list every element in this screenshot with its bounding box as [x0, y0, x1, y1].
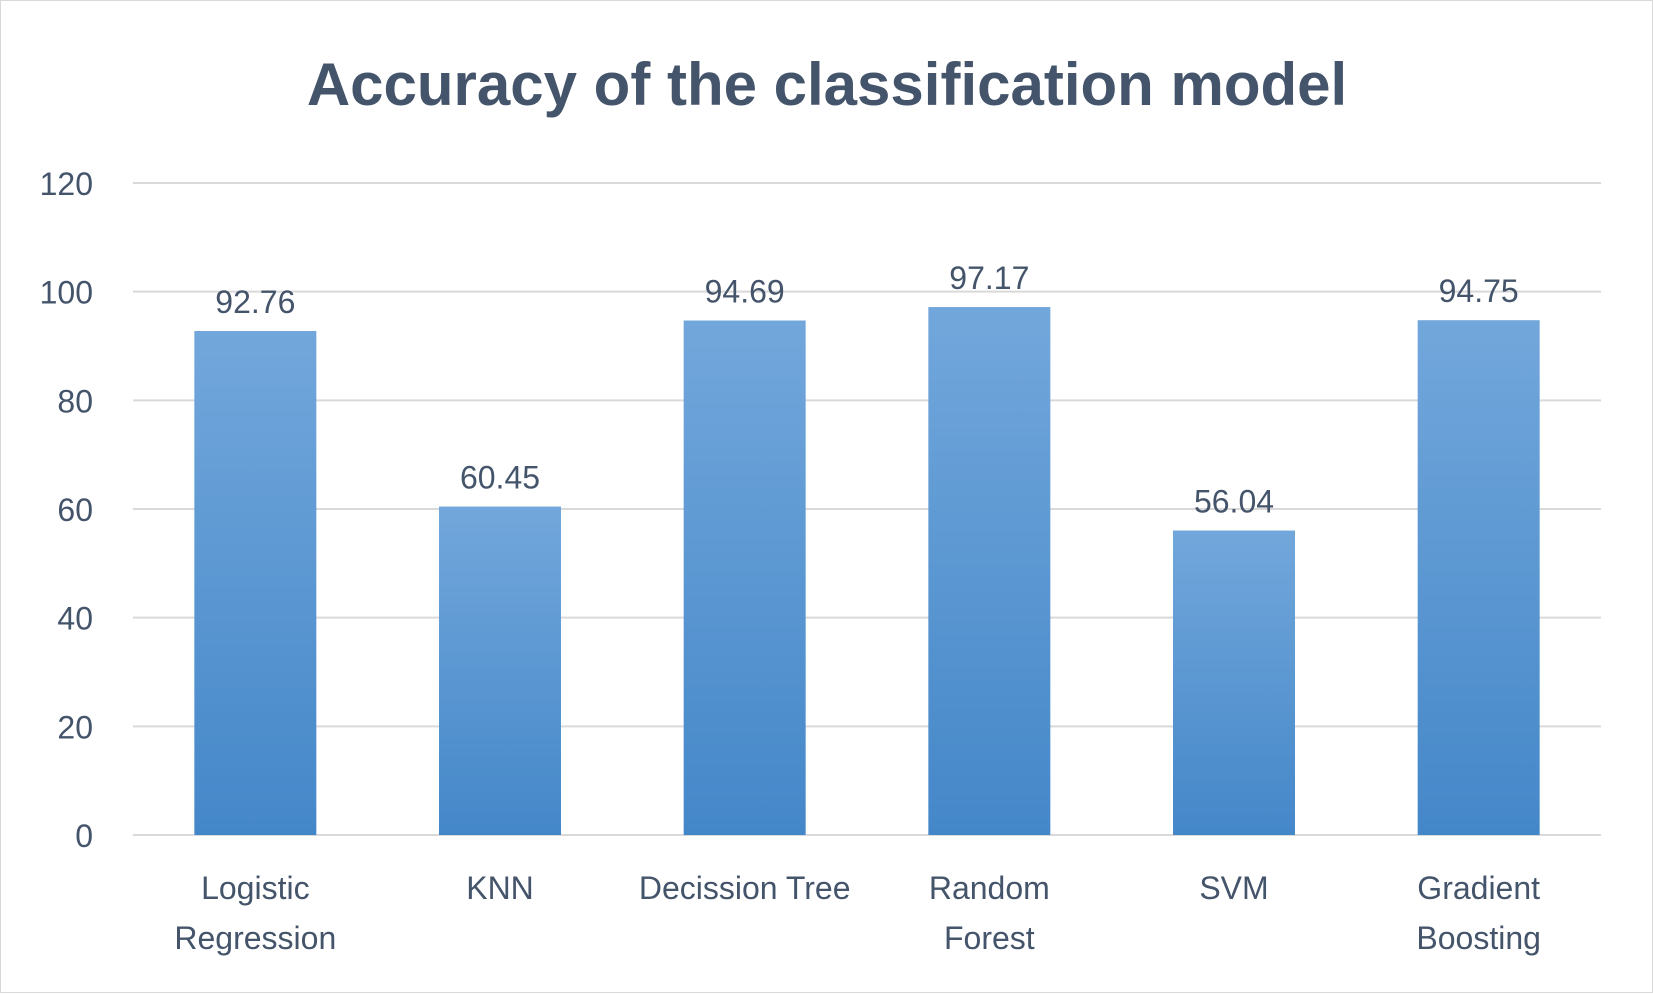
y-tick-label: 120	[40, 166, 93, 202]
y-axis-ticks: 0 20 40 60 80 100 120	[40, 166, 93, 854]
category-label: Regression	[174, 920, 336, 956]
chart-title: Accuracy of the classification model	[307, 51, 1347, 118]
bar	[194, 331, 317, 835]
gridlines	[133, 182, 1601, 836]
y-tick-label: 0	[75, 818, 93, 854]
category-label: Boosting	[1416, 920, 1541, 956]
category-label: Gradient	[1417, 870, 1540, 906]
category-label: KNN	[466, 870, 534, 906]
y-tick-label: 80	[57, 383, 93, 419]
data-label: 97.17	[949, 260, 1029, 296]
category-label: SVM	[1199, 870, 1268, 906]
bar	[928, 307, 1051, 836]
bar	[439, 506, 561, 835]
y-tick-label: 40	[57, 601, 93, 637]
category-label: Forest	[944, 920, 1035, 956]
bar	[1417, 320, 1540, 836]
data-label: 94.69	[705, 274, 785, 310]
data-label: 92.76	[215, 284, 295, 320]
category-label: Decission Tree	[639, 870, 851, 906]
data-labels: 92.76 60.45 94.69 97.17 56.04 94.75	[215, 260, 1518, 519]
bar	[683, 320, 806, 835]
category-label: Logistic	[201, 870, 310, 906]
bar	[1173, 530, 1295, 835]
data-label: 94.75	[1439, 273, 1519, 309]
y-tick-label: 20	[57, 709, 93, 745]
category-label: Random	[929, 870, 1050, 906]
x-axis-categories: Logistic Regression KNN Decission Tree Rando…	[174, 870, 1541, 956]
data-label: 56.04	[1194, 484, 1274, 520]
y-tick-label: 60	[57, 492, 93, 528]
bars	[194, 307, 1540, 836]
data-label: 60.45	[460, 460, 540, 496]
y-tick-label: 100	[40, 275, 93, 311]
